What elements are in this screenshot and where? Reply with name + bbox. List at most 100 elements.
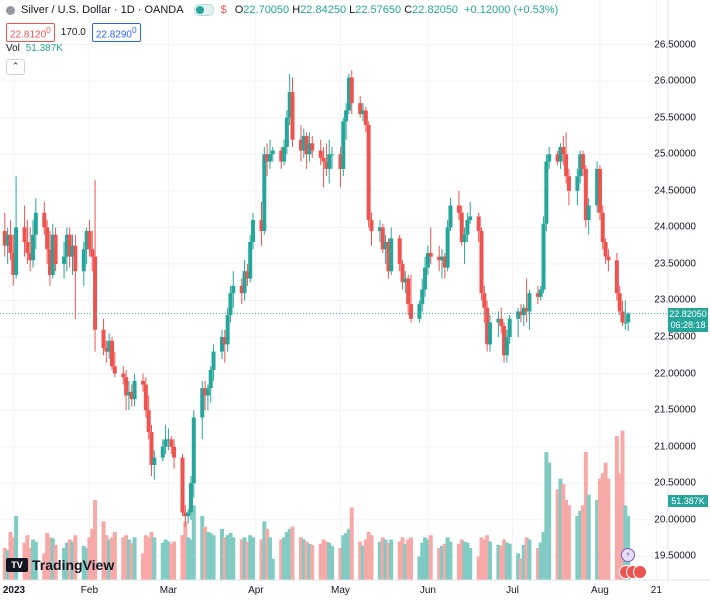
candle-body [479,231,484,294]
candle-body [259,220,264,232]
last-price-tag: 22.82050 06:28:18 [668,307,708,332]
volume-bar [445,537,450,580]
collapse-legend-button[interactable]: ⌃ [6,59,25,75]
candle-body [67,234,72,257]
candle-body [544,161,549,224]
candle-body [222,337,227,345]
volume-legend[interactable]: Vol 51.387K [6,43,63,54]
volume-bar [578,510,583,580]
volume-bar [267,537,272,580]
lightning-event-icon[interactable]: ⚡ [621,548,635,562]
volume-bar [581,505,586,580]
candle-body [101,329,106,348]
candle-body [363,110,368,126]
volume-label: Vol [6,43,20,54]
volume-bar [81,545,86,580]
candle-body [465,220,470,235]
volume-bar [112,532,117,580]
tradingview-logo[interactable]: TV TradingView [6,557,114,573]
candle-body [47,249,52,275]
buy-button[interactable]: 22.82900 [91,23,141,43]
volume-bar [53,544,58,580]
candle-body [248,242,253,279]
volume-bar [31,539,36,580]
volume-bar [369,535,374,580]
volume-bar [160,542,165,580]
volume-bar [555,489,560,580]
volume-bar [152,537,157,580]
candle-body [284,117,289,147]
volume-bar [183,521,188,580]
volume-bar [521,544,526,580]
candle-body [307,143,312,155]
candle-body [527,293,532,312]
volume-bar [188,539,193,580]
candle-body [361,110,366,115]
volume-bar [428,535,433,580]
y-tick-label: 19.50000 [654,550,696,562]
candle-body [445,227,450,268]
candle-body [448,205,453,228]
candle-body [301,136,306,151]
candle-body [33,212,38,235]
volume-bar [251,537,256,580]
candle-body [304,136,309,155]
volume-bar [349,507,354,580]
candle-body [149,432,154,465]
volume-bar [166,541,171,580]
volume-bar [502,539,507,580]
candle-body [107,340,112,352]
volume-bar [126,539,131,580]
volume-bar [304,541,309,580]
volume-bar [408,537,413,580]
volume-bar [346,528,351,580]
candle-body [62,256,67,264]
symbol-title[interactable]: Silver / U.S. Dollar · 1D · OANDA [21,4,184,16]
candle-body [504,337,509,356]
candle-body [211,351,216,370]
volume-bar [228,533,233,580]
market-status-toggle[interactable] [193,4,214,16]
volume-bar [423,537,428,580]
candle-body [282,146,287,162]
candle-body [251,220,256,242]
candle-body [183,512,188,517]
candle-body [442,256,447,268]
candle-body [614,260,619,294]
candle-body [2,231,7,246]
candle-body [524,307,529,312]
volume-bar [220,528,224,580]
y-tick-label: 25.50000 [654,112,696,124]
sell-button[interactable]: 22.81200 [6,23,55,43]
y-tick-label: 23.50000 [654,258,696,270]
candle-body [538,289,543,297]
volume-bar [363,539,368,580]
volume-bar [208,533,213,580]
change-value: +0.12000 (+0.53%) [464,4,559,16]
volume-bar [597,478,602,580]
us-flag-event-icon[interactable] [633,565,647,579]
candle-body [338,154,343,169]
volume-bar [606,478,611,580]
candle-body [11,252,16,275]
volume-bar [558,478,563,580]
volume-bar [603,462,608,580]
volume-bar [279,539,284,580]
volume-bar [524,537,529,580]
volume-bar [400,537,405,580]
volume-bar [575,516,580,580]
volume-bar [225,535,230,580]
y-tick-label: 22.00000 [654,368,696,380]
volume-bar [561,484,566,580]
candle-body [310,143,315,151]
symbol-legend[interactable]: Silver / U.S. Dollar · 1D · OANDA $ O22.… [6,4,558,16]
volume-bar [327,542,332,580]
volume-bar [389,539,394,580]
volume-bar [129,542,134,580]
volume-bar [191,505,196,580]
volume-bar [42,553,47,580]
spread-value: 170.0 [60,27,86,39]
currency-icon: $ [220,4,227,16]
candle-body [403,278,408,283]
